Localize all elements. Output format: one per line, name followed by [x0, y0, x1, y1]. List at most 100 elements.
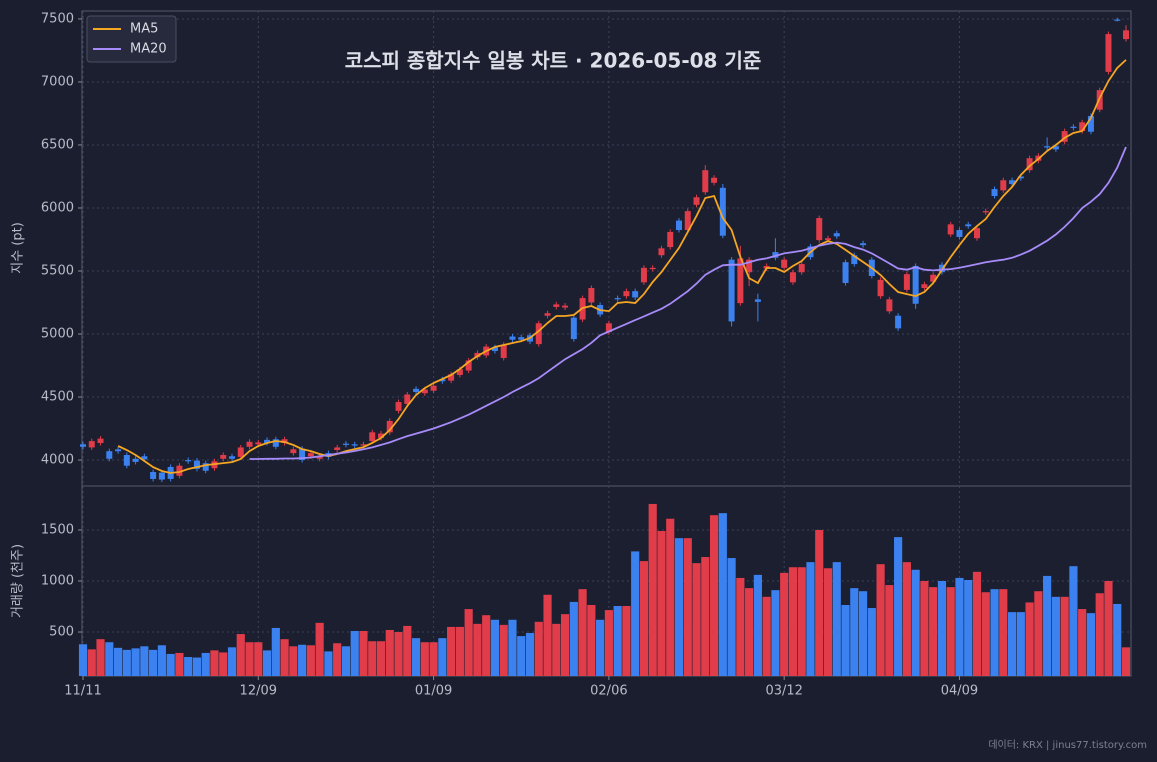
candle-body [614, 298, 621, 300]
candle-body [342, 443, 349, 445]
candle-body [176, 465, 183, 476]
volume-bar [648, 503, 657, 676]
volume-bar [341, 646, 351, 676]
candle-body [1079, 122, 1086, 132]
legend-label: MA5 [130, 22, 158, 37]
y-tick-label: 4000 [41, 453, 74, 468]
y-tick-label: 6000 [41, 200, 74, 215]
x-tick-label: 03/12 [765, 684, 802, 699]
volume-bar [359, 631, 368, 676]
volume-bar [219, 652, 228, 676]
y-tick-label: 1000 [41, 574, 74, 589]
candle-body [553, 304, 560, 307]
volume-bar [543, 594, 552, 676]
x-tick-label: 02/06 [590, 684, 627, 699]
candle-body [711, 177, 718, 183]
candle-body [676, 220, 682, 231]
volume-bar [490, 619, 500, 676]
candle-body [895, 315, 902, 329]
volume-bar [1007, 612, 1017, 676]
candle-body [965, 224, 972, 227]
candle-body [500, 344, 507, 358]
volume-bar [867, 608, 876, 676]
candle-body [237, 447, 244, 457]
chart-title: 코스피 종합지수 일봉 차트 · 2026-05-08 기준 [345, 49, 762, 73]
legend-label: MA20 [130, 42, 167, 57]
volume-bar [1095, 593, 1104, 676]
y-axis-label: 거래량 (천주) [11, 544, 26, 618]
candle-body [378, 433, 384, 438]
volume-bar [394, 632, 403, 676]
ma-line [117, 59, 1127, 474]
volume-bar [1034, 591, 1043, 676]
volume-bar [762, 596, 771, 676]
candle-body [623, 291, 630, 297]
volume-bar [157, 645, 166, 676]
volume-bar [771, 590, 780, 676]
volume-bar [613, 606, 622, 676]
volume-bar [324, 651, 333, 676]
candle-body [851, 255, 858, 265]
y-tick-label: 1500 [41, 522, 74, 537]
candle-body [632, 291, 639, 298]
volume-bar [666, 518, 675, 676]
candle-body [290, 449, 297, 454]
candle-body [465, 360, 472, 371]
candle-body [719, 187, 726, 236]
volume-bar [508, 619, 517, 676]
candle-body [1017, 176, 1024, 179]
candle-body [307, 453, 314, 457]
candle-body [509, 336, 516, 340]
candle-body [658, 248, 665, 256]
candle-body [684, 211, 691, 231]
volume-bar [227, 647, 237, 676]
candle-body [150, 472, 157, 479]
volume-bar [780, 572, 789, 676]
volume-bar [192, 657, 202, 676]
candle-body [737, 258, 744, 304]
volume-bar [455, 626, 464, 676]
volume-bar [718, 513, 727, 676]
candle-body [789, 272, 796, 283]
volume-bar [368, 641, 377, 676]
candle-body [588, 288, 595, 303]
volume-bar [1016, 612, 1025, 676]
volume-bar [981, 592, 990, 676]
volume-bar [692, 563, 701, 676]
candle-body [1009, 180, 1016, 185]
volume-bar [113, 647, 123, 676]
volume-bar [674, 538, 684, 676]
volume-bar [271, 627, 280, 676]
volume-bar [709, 515, 719, 676]
candle-body [106, 451, 113, 459]
candle-body [877, 279, 884, 297]
volume-bar [657, 531, 666, 676]
candle-body [693, 197, 700, 205]
volume-bar [254, 642, 263, 676]
candle-body [185, 460, 192, 462]
volume-bar [1069, 566, 1078, 676]
candle-body [88, 441, 95, 448]
volume-bar [885, 585, 894, 676]
ma-line [249, 146, 1127, 460]
volume-bar [201, 652, 210, 676]
volume-bar [87, 649, 96, 676]
volume-bar [464, 609, 473, 676]
volume-bar [850, 588, 859, 676]
volume-bar [683, 538, 692, 676]
candle-body [825, 238, 831, 241]
volume-bar [858, 591, 868, 676]
volume-bar [841, 604, 850, 676]
candle-body [141, 456, 148, 460]
volume-bar [306, 645, 315, 676]
volume-bar [525, 633, 535, 676]
volume-bar [1113, 603, 1122, 676]
marks: 4000 4500 5000 5500 6000 6500 7000 7500 500 1000 1… [41, 11, 1131, 699]
volume-bar [280, 639, 289, 676]
candle-body [395, 402, 402, 411]
candle-body [360, 444, 367, 446]
candle-body [1105, 34, 1112, 72]
candle-body [1114, 19, 1121, 21]
